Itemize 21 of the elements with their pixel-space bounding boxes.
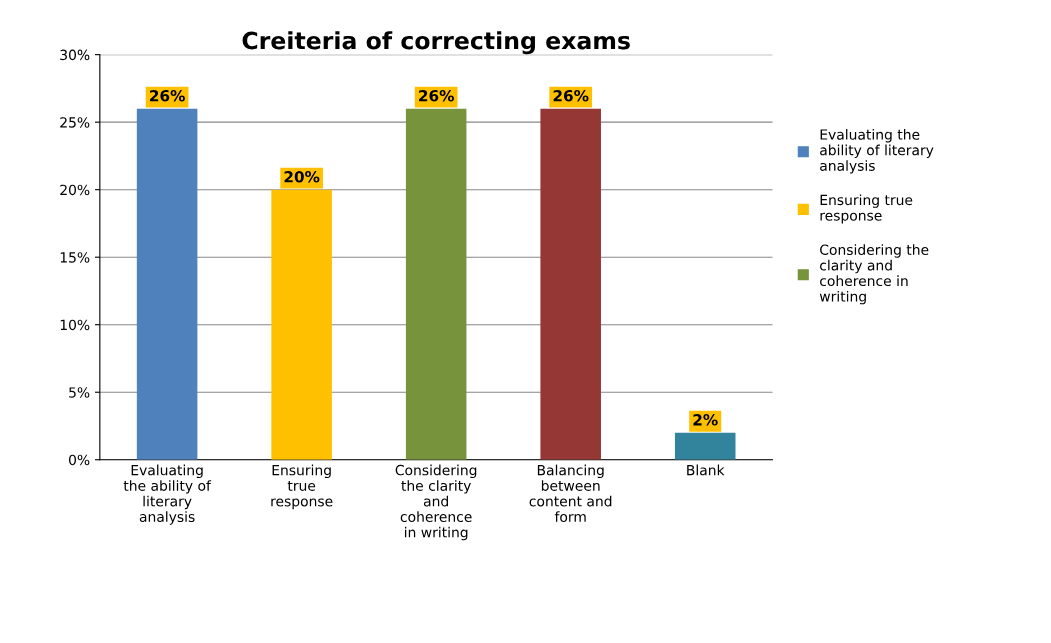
y-tick-label: 25% xyxy=(60,117,90,128)
data-label: 26% xyxy=(419,89,454,102)
data-label: 26% xyxy=(150,89,185,102)
chart-title: Creiteria of correcting exams xyxy=(242,31,630,55)
y-tick-label: 5% xyxy=(69,387,90,398)
y-tick-label: 20% xyxy=(60,184,90,196)
x-tick-label: Evaluating the ability of literary analysis xyxy=(123,464,212,525)
x-tick-label: Blank xyxy=(687,464,725,476)
legend-label: Considering the clarity and coherence in writing xyxy=(819,244,929,305)
x-tick-label: Balancing between content and form xyxy=(529,464,612,523)
y-tick-label: 30% xyxy=(60,49,90,61)
legend-label: Evaluating the ability of literary analysis xyxy=(820,129,934,174)
data-label: 20% xyxy=(284,171,320,183)
data-label: 26% xyxy=(553,89,589,102)
y-tick-label: 15% xyxy=(60,252,90,263)
x-tick-label: Ensuring true response xyxy=(271,464,333,510)
y-tick-label: 0% xyxy=(69,454,90,466)
data-label: 2% xyxy=(693,414,718,426)
legend-label: Ensuring true response xyxy=(820,194,913,224)
x-tick-label: Considering the clarity and coherence in writing xyxy=(395,464,477,541)
y-tick-label: 10% xyxy=(60,319,90,331)
